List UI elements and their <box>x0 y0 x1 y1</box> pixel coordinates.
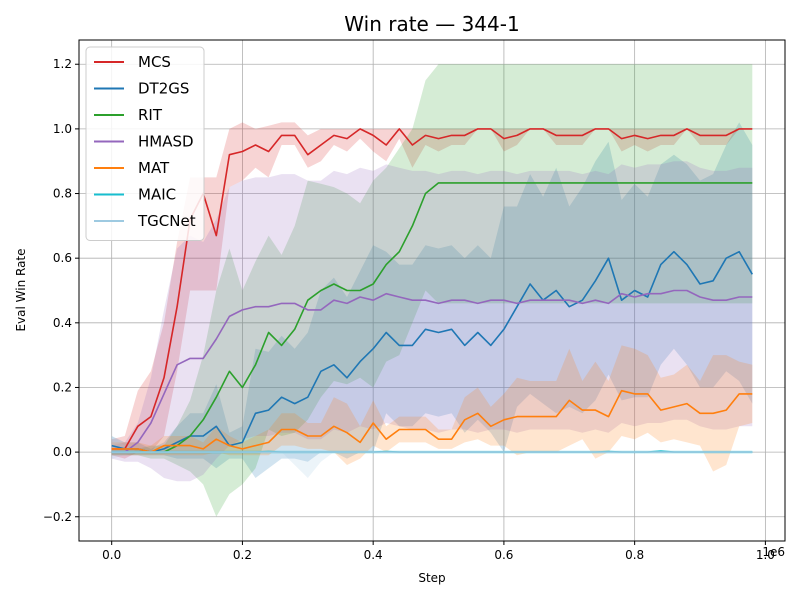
series-lines <box>111 128 753 453</box>
chart-title: Win rate — 344-1 <box>344 12 519 36</box>
x-tick-label: 0.8 <box>625 548 644 562</box>
legend-label-tgcnet: TGCNet <box>137 212 196 230</box>
legend-label-hmasd: HMASD <box>138 133 194 151</box>
legend-label-dt2gs: DT2GS <box>138 80 189 98</box>
series-line-hmasd <box>111 289 753 453</box>
y-tick-label: 0.4 <box>53 316 72 330</box>
band-rit <box>111 64 753 517</box>
y-axis-label: Eval Win Rate <box>14 248 28 331</box>
y-tick-label: 1.2 <box>53 57 72 71</box>
x-tick-label: 1.0 <box>756 548 775 562</box>
x-tick-label: 0.6 <box>494 548 513 562</box>
band-hmasd <box>111 161 753 482</box>
legend-label-mcs: MCS <box>138 53 171 71</box>
series-line-mcs <box>111 128 753 450</box>
y-tick-label: 0.8 <box>53 187 72 201</box>
plot-frame <box>78 39 786 542</box>
legend-label-rit: RIT <box>138 106 163 124</box>
y-tick-label: 0.2 <box>53 380 72 394</box>
x-axis-label: Step <box>418 571 445 585</box>
band-dt2gs <box>111 122 753 479</box>
x-tick-label: 0.4 <box>364 548 383 562</box>
legend-label-mat: MAT <box>138 159 170 177</box>
x-tick-label: 0.2 <box>233 548 252 562</box>
series-line-mat <box>111 389 753 453</box>
y-axis-ticks: −0.2 0.0 0.2 0.4 0.6 0.8 1.0 1.2 <box>43 57 79 524</box>
legend-label-maic: MAIC <box>138 186 176 204</box>
series-line-rit <box>111 182 753 453</box>
legend: MCS DT2GS RIT HMASD MAT MAIC TGCNet <box>85 46 205 241</box>
y-tick-label: 0.6 <box>53 251 72 265</box>
legend-box <box>85 46 205 241</box>
y-tick-label: 0.0 <box>53 445 72 459</box>
x-tick-label: 0.0 <box>102 548 121 562</box>
y-tick-label: 1.0 <box>53 122 72 136</box>
series-line-dt2gs <box>111 250 753 453</box>
x-axis-offset-label: 1e6 <box>762 545 785 559</box>
x-axis-ticks: 0.0 0.2 0.4 0.6 0.8 1.0 <box>102 541 775 562</box>
y-tick-label: −0.2 <box>43 510 72 524</box>
